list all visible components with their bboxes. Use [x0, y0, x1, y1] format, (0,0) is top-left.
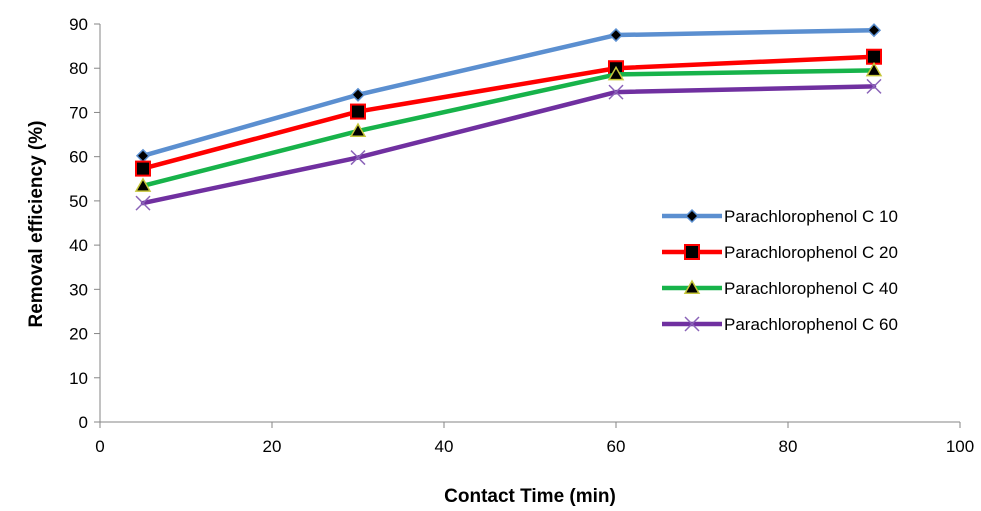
y-tick-label: 10: [69, 369, 88, 388]
y-tick-label: 50: [69, 192, 88, 211]
legend-marker: [684, 316, 700, 332]
data-point: [350, 103, 366, 120]
series-4: [135, 78, 882, 211]
legend-label: Parachlorophenol C 40: [724, 279, 898, 298]
data-point: [607, 65, 625, 81]
series-1: [135, 23, 882, 163]
x-tick-label: 80: [779, 437, 798, 456]
series-layer: [134, 23, 883, 211]
legend-item: Parachlorophenol C 10: [662, 207, 898, 226]
series-3: [134, 61, 883, 192]
data-point: [608, 84, 624, 100]
series-2: [135, 48, 882, 177]
x-tick-label: 60: [607, 437, 626, 456]
data-point: [135, 148, 151, 163]
data-point: [135, 160, 151, 177]
data-point: [865, 61, 883, 77]
legend-label: Parachlorophenol C 60: [724, 315, 898, 334]
x-tick-label: 20: [263, 437, 282, 456]
data-point: [866, 78, 882, 94]
legend-marker: [684, 244, 700, 260]
y-tick-label: 80: [69, 59, 88, 78]
x-tick-label: 100: [946, 437, 974, 456]
legend-marker: [684, 208, 700, 224]
x-tick-label: 0: [95, 437, 104, 456]
data-point: [866, 23, 882, 38]
legend-label: Parachlorophenol C 10: [724, 207, 898, 226]
legend-item: Parachlorophenol C 60: [662, 315, 898, 334]
legend-item: Parachlorophenol C 20: [662, 243, 898, 262]
data-point: [608, 27, 624, 43]
y-tick-label: 60: [69, 148, 88, 167]
data-point: [350, 150, 366, 166]
legend-label: Parachlorophenol C 20: [724, 243, 898, 262]
data-point: [135, 195, 151, 211]
y-tick-label: 30: [69, 280, 88, 299]
axes: 0 10 20 30 40 50 60 70 80 90 0 20 40 60 80 100: [69, 15, 974, 456]
data-point: [134, 177, 152, 192]
data-point: [866, 48, 882, 65]
data-point: [350, 87, 366, 102]
y-tick-label: 0: [79, 413, 88, 432]
legend: Parachlorophenol C 10 Parachlorophenol C …: [662, 207, 898, 334]
series-line: [140, 68, 877, 189]
legend-marker: [683, 279, 701, 294]
y-tick-label: 70: [69, 103, 88, 122]
x-tick-label: 40: [435, 437, 454, 456]
legend-item: Parachlorophenol C 40: [662, 279, 898, 298]
x-axis-title: Contact Time (min): [444, 486, 616, 507]
data-point: [349, 122, 367, 138]
series-line: [140, 54, 877, 171]
series-line: [140, 27, 877, 159]
series-line: [140, 84, 877, 206]
y-tick-label: 40: [69, 236, 88, 255]
y-axis-title: Removal efficiency (%): [26, 121, 47, 328]
y-tick-label: 90: [69, 15, 88, 34]
y-tick-label: 20: [69, 325, 88, 344]
